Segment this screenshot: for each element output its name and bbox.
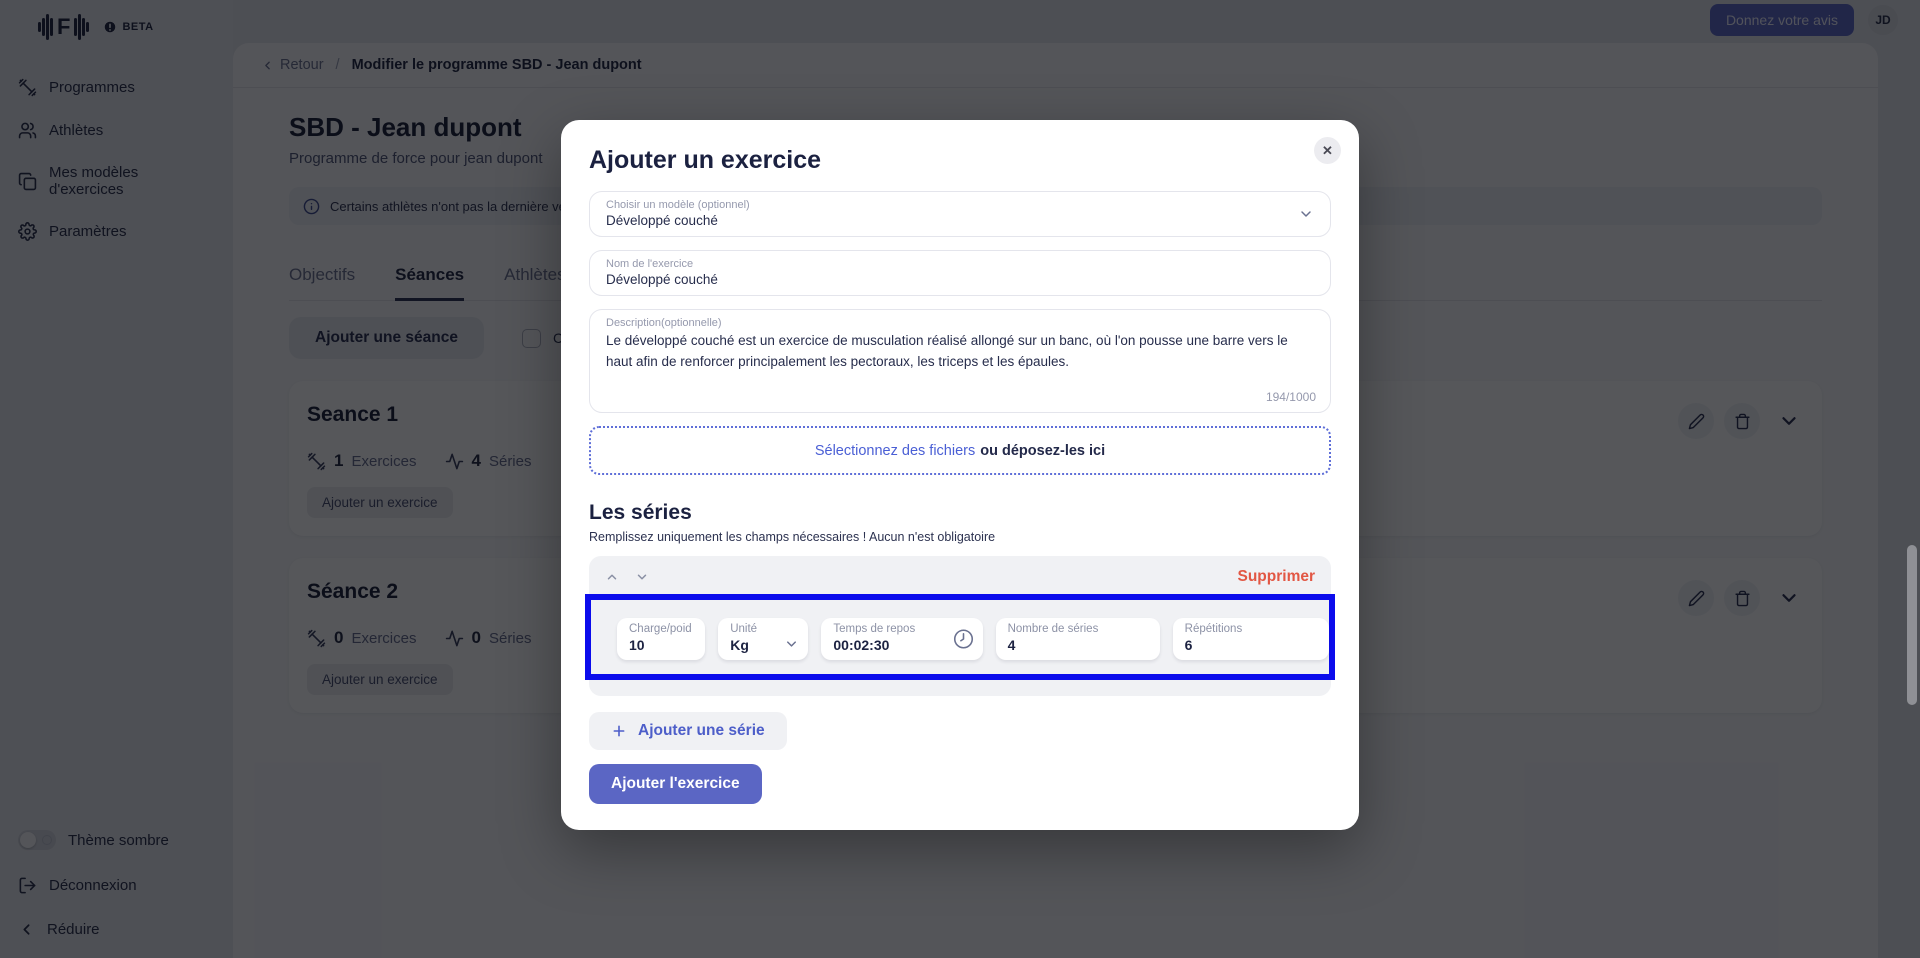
close-icon[interactable]: ✕ — [1314, 137, 1341, 164]
rest-time-field[interactable]: Temps de repos 00:02:30 — [821, 618, 983, 660]
unit-label: Unité — [730, 623, 758, 635]
highlight-box: Charge/poid 10 Unité Kg Temps de repos 0… — [585, 594, 1335, 680]
scrollbar-thumb[interactable] — [1907, 545, 1917, 705]
series-row-panel: Supprimer Charge/poid 10 Unité Kg Temps … — [585, 556, 1335, 696]
description-value: Le développé couché est un exercice de m… — [606, 333, 1288, 369]
char-counter: 194/1000 — [1265, 390, 1316, 404]
add-series-button[interactable]: Ajouter une série — [589, 712, 787, 750]
reorder-arrows — [605, 570, 649, 584]
repetitions-value: 6 — [1184, 637, 1193, 653]
unit-value: Kg — [730, 637, 749, 653]
modal-title: Ajouter un exercice — [589, 146, 822, 174]
chevron-down-icon — [1298, 206, 1314, 222]
rest-time-label: Temps de repos — [833, 623, 916, 635]
model-select[interactable]: Choisir un modèle (optionnel) Développé … — [589, 191, 1331, 237]
exercise-name-label: Nom de l'exercice — [606, 258, 694, 270]
description-label: Description(optionnelle) — [606, 317, 722, 329]
repetitions-label: Répétitions — [1184, 623, 1243, 635]
series-row-header: Supprimer — [589, 566, 1331, 592]
series-count-label: Nombre de séries — [1007, 623, 1099, 635]
model-select-label: Choisir un modèle (optionnel) — [606, 199, 750, 211]
clock-icon[interactable] — [953, 629, 974, 650]
dropzone-text: ou déposez-les ici — [980, 442, 1106, 459]
add-series-label: Ajouter une série — [638, 722, 765, 739]
chevron-up-icon[interactable] — [605, 570, 619, 584]
add-exercise-modal: ✕ Ajouter un exercice Choisir un modèle … — [561, 120, 1359, 830]
weight-value: 10 — [629, 637, 645, 653]
select-files-link[interactable]: Sélectionnez des fichiers — [814, 442, 976, 459]
submit-exercise-button[interactable]: Ajouter l'exercice — [589, 764, 762, 804]
series-count-value: 4 — [1007, 637, 1016, 653]
unit-select[interactable]: Unité Kg — [718, 618, 809, 660]
weight-field[interactable]: Charge/poid 10 — [617, 618, 706, 660]
chevron-down-icon[interactable] — [635, 570, 649, 584]
delete-series-link[interactable]: Supprimer — [1237, 568, 1315, 585]
model-select-value: Développé couché — [606, 213, 718, 228]
exercise-name-value: Développé couché — [606, 272, 718, 287]
exercise-name-field[interactable]: Nom de l'exercice Développé couché — [589, 250, 1331, 296]
repetitions-field[interactable]: Répétitions 6 — [1172, 618, 1329, 660]
series-section-hint: Remplissez uniquement les champs nécessa… — [589, 530, 996, 544]
plus-icon — [613, 725, 625, 737]
rest-time-value: 00:02:30 — [833, 637, 890, 653]
description-field[interactable]: Description(optionnelle) Le développé co… — [589, 309, 1331, 413]
series-count-field[interactable]: Nombre de séries 4 — [995, 618, 1160, 660]
file-dropzone[interactable]: Sélectionnez des fichiers ou déposez-les… — [589, 426, 1331, 475]
series-section-title: Les séries — [589, 501, 692, 524]
chevron-down-icon — [784, 637, 799, 652]
weight-label: Charge/poid — [629, 623, 692, 635]
